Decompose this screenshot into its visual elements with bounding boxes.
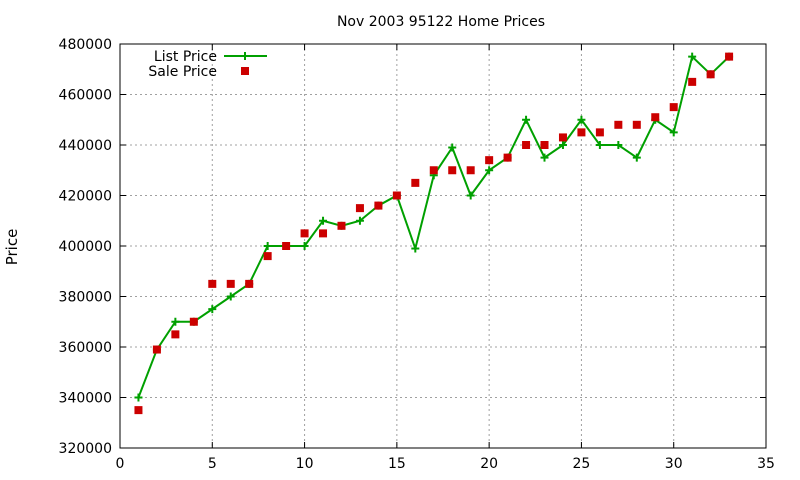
sale-price-point xyxy=(263,252,272,261)
sale-price-point xyxy=(725,52,734,61)
x-tick-label: 35 xyxy=(757,456,775,472)
sale-price-point xyxy=(374,201,383,210)
list-price-point xyxy=(540,153,549,162)
sale-price-point xyxy=(706,70,715,79)
list-price-line xyxy=(137,54,730,398)
y-axis-label: Price xyxy=(3,229,21,266)
x-tick-label: 10 xyxy=(296,456,314,472)
list-price-point xyxy=(208,305,217,314)
sale-price-point xyxy=(245,279,254,288)
y-tick-label: 380000 xyxy=(59,290,112,306)
sale-price-point xyxy=(189,317,198,326)
list-price-point xyxy=(226,292,235,301)
list-price-point xyxy=(134,393,143,402)
sale-price-point xyxy=(503,153,512,162)
list-price-point xyxy=(411,244,420,253)
y-tick-label: 420000 xyxy=(59,189,112,205)
legend-label-sale-price: Sale Price xyxy=(148,64,217,80)
sale-price-point xyxy=(651,113,660,122)
sale-price-point xyxy=(319,229,328,238)
y-tick-label: 360000 xyxy=(59,340,112,356)
chart-title: Nov 2003 95122 Home Prices xyxy=(337,14,545,30)
x-tick-label: 30 xyxy=(665,456,683,472)
list-price-point xyxy=(300,242,309,250)
x-tick-label: 5 xyxy=(208,456,217,472)
grid xyxy=(120,44,766,448)
list-price-point xyxy=(448,143,457,152)
list-price-point xyxy=(688,52,697,61)
sale-price-point xyxy=(134,406,143,415)
sale-price-point xyxy=(466,166,475,175)
sale-price-point xyxy=(337,221,346,230)
y-tick-label: 480000 xyxy=(59,37,112,53)
list-price-point xyxy=(466,191,475,200)
sale-price-point xyxy=(392,191,401,200)
sale-price-point xyxy=(152,345,161,354)
list-price-point xyxy=(485,166,494,175)
legend-label-list-price: List Price xyxy=(154,49,217,65)
axes: 0 5 10 15 20 25 30 35 320000 340000 360000 380000 40… xyxy=(59,37,775,472)
x-tick-label: 0 xyxy=(116,456,125,472)
sale-price-point xyxy=(595,128,604,137)
sale-price-point xyxy=(485,156,494,165)
list-price-point xyxy=(319,216,328,225)
sale-price-point xyxy=(522,141,531,149)
sale-price-point xyxy=(558,133,567,142)
sale-price-point xyxy=(669,103,678,112)
x-tick-label: 15 xyxy=(388,456,406,472)
list-price-point xyxy=(263,242,272,250)
sale-price-point xyxy=(282,242,291,250)
list-price-point xyxy=(595,141,604,149)
list-price-point xyxy=(171,317,180,326)
sale-price-point xyxy=(614,120,623,129)
list-price-point xyxy=(632,153,641,162)
list-price-point xyxy=(577,115,586,124)
sale-price-point xyxy=(171,330,180,339)
legend-marker-sale-price xyxy=(241,67,249,75)
y-tick-label: 400000 xyxy=(59,239,112,255)
x-tick-label: 20 xyxy=(480,456,498,472)
x-tick-label: 25 xyxy=(573,456,591,472)
y-tick-label: 460000 xyxy=(59,88,112,104)
sale-price-point xyxy=(540,141,549,149)
sale-price-point xyxy=(411,178,420,187)
y-tick-label: 440000 xyxy=(59,138,112,154)
sale-price-point xyxy=(577,128,586,137)
legend-marker-list-price xyxy=(241,52,249,60)
sale-price-point xyxy=(226,279,235,288)
sale-price-point xyxy=(448,166,457,175)
list-price-point xyxy=(558,141,567,149)
series xyxy=(134,52,734,415)
sale-price-point xyxy=(632,120,641,129)
sale-price-point xyxy=(429,166,438,175)
list-price-point xyxy=(355,216,364,225)
sale-price-point xyxy=(208,279,217,288)
y-tick-label: 340000 xyxy=(59,391,112,407)
list-price-point xyxy=(614,141,623,149)
sale-price-point xyxy=(300,229,309,238)
sale-price-point xyxy=(355,204,364,213)
list-price-point xyxy=(669,128,678,137)
list-price-point xyxy=(522,115,531,124)
y-tick-label: 320000 xyxy=(59,441,112,457)
sale-price-point xyxy=(688,77,697,86)
